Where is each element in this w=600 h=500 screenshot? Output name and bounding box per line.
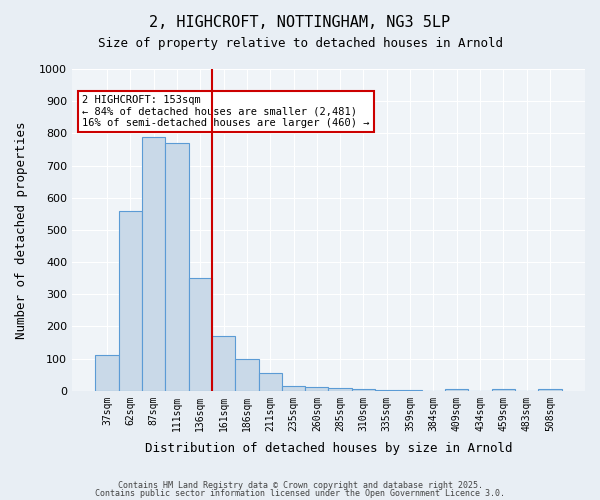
Text: 2, HIGHCROFT, NOTTINGHAM, NG3 5LP: 2, HIGHCROFT, NOTTINGHAM, NG3 5LP bbox=[149, 15, 451, 30]
Bar bbox=[305, 387, 328, 391]
Bar bbox=[95, 356, 119, 391]
Bar bbox=[352, 389, 375, 391]
Bar bbox=[538, 389, 562, 391]
Text: Contains public sector information licensed under the Open Government Licence 3.: Contains public sector information licen… bbox=[95, 488, 505, 498]
Bar bbox=[235, 358, 259, 391]
X-axis label: Distribution of detached houses by size in Arnold: Distribution of detached houses by size … bbox=[145, 442, 512, 455]
Bar bbox=[282, 386, 305, 391]
Bar bbox=[375, 390, 398, 391]
Text: Size of property relative to detached houses in Arnold: Size of property relative to detached ho… bbox=[97, 38, 503, 51]
Y-axis label: Number of detached properties: Number of detached properties bbox=[15, 121, 28, 338]
Bar bbox=[188, 278, 212, 391]
Bar bbox=[165, 143, 188, 391]
Bar bbox=[492, 389, 515, 391]
Bar bbox=[119, 210, 142, 391]
Bar bbox=[328, 388, 352, 391]
Text: Contains HM Land Registry data © Crown copyright and database right 2025.: Contains HM Land Registry data © Crown c… bbox=[118, 481, 482, 490]
Text: 2 HIGHCROFT: 153sqm
← 84% of detached houses are smaller (2,481)
16% of semi-det: 2 HIGHCROFT: 153sqm ← 84% of detached ho… bbox=[82, 94, 370, 128]
Bar bbox=[212, 336, 235, 391]
Bar bbox=[142, 136, 165, 391]
Bar bbox=[259, 373, 282, 391]
Bar bbox=[398, 390, 422, 391]
Bar bbox=[445, 389, 469, 391]
